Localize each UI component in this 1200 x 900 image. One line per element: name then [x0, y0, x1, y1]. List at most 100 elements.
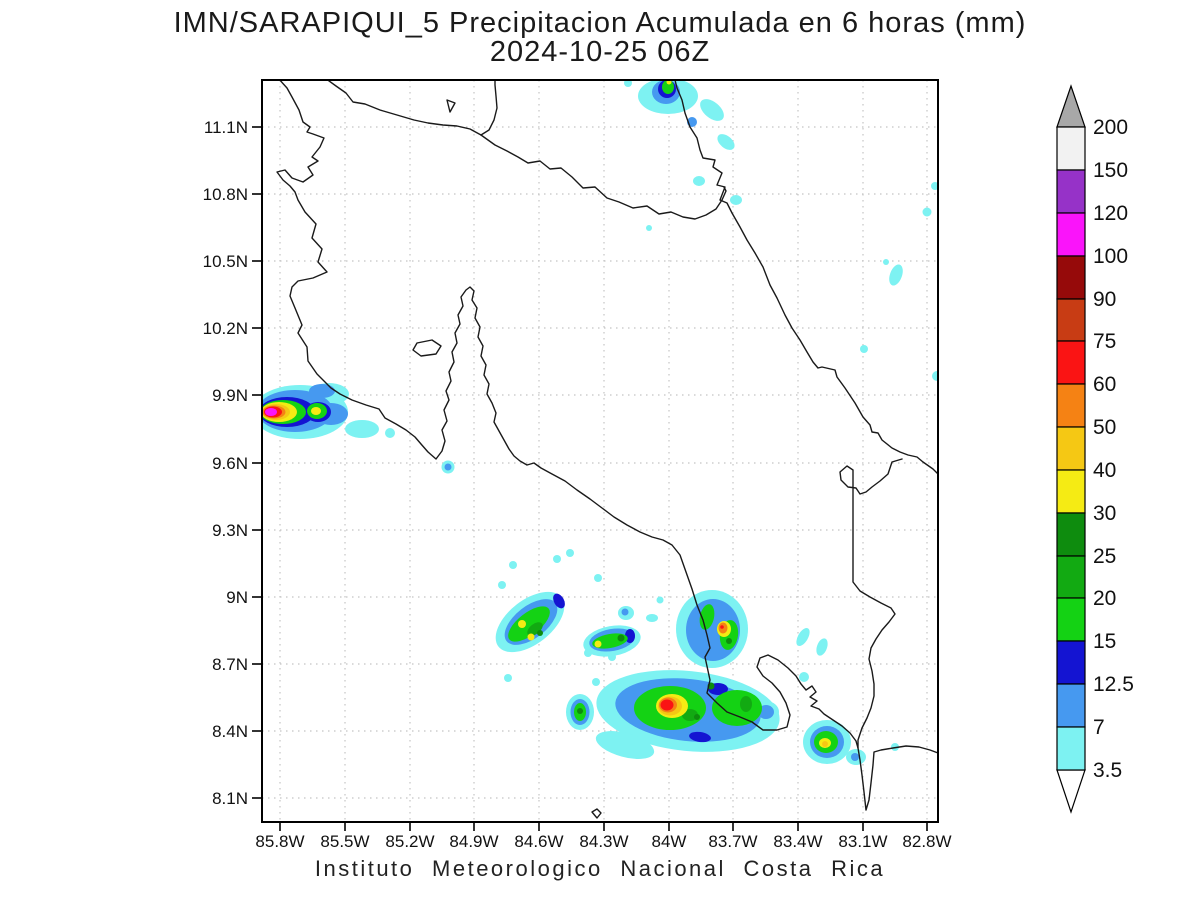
colorbar-label: 15 — [1093, 630, 1116, 653]
colorbar-segment — [1056, 683, 1086, 728]
precip-shape — [700, 99, 724, 121]
latitude-ticks — [252, 126, 262, 799]
precip-shape — [730, 195, 742, 205]
lon-tick-label: 82.8W — [902, 832, 951, 851]
colorbar-segment — [1056, 298, 1086, 342]
colorbar-segment — [1056, 640, 1086, 685]
panama-border-line — [839, 458, 903, 749]
precip-level-100mm-magenta — [265, 408, 277, 416]
lon-tick-label: 84.9W — [449, 832, 498, 851]
lon-tick-label: 83.4W — [773, 832, 822, 851]
precip-shape — [860, 345, 868, 353]
precip-level-3.5mm-cyan — [262, 80, 938, 765]
precip-level-50mm-orange — [262, 405, 728, 713]
small-islet-outline — [591, 808, 602, 819]
precip-shape — [265, 408, 277, 416]
colorbar-segment — [1056, 555, 1086, 599]
colorbar-segment — [1056, 512, 1086, 557]
precip-shape — [689, 731, 711, 743]
lat-tick-label: 9.3N — [212, 521, 248, 540]
precip-shape — [577, 708, 583, 714]
precip-shape — [646, 225, 652, 231]
precip-shape — [594, 640, 602, 648]
colorbar-segment — [1056, 597, 1086, 642]
precip-level-7mm-lightblue — [262, 80, 859, 761]
colorbar-label: 90 — [1093, 288, 1116, 311]
precip-shape — [345, 420, 379, 438]
precip-shape — [527, 622, 543, 636]
colorbar-label: 12.5 — [1093, 673, 1134, 696]
colorbar-label: 40 — [1093, 459, 1116, 482]
precip-shape — [931, 182, 938, 190]
lon-tick-label: 84.6W — [514, 832, 563, 851]
precip-shape — [504, 674, 512, 682]
pacific-coastline — [276, 80, 938, 811]
colorbar-top-arrow — [1056, 84, 1086, 128]
precip-shape — [311, 407, 321, 415]
lon-tick-label: 84W — [652, 832, 687, 851]
lat-tick-label: 8.1N — [212, 789, 248, 808]
precip-shape — [595, 731, 655, 759]
precip-shape — [592, 678, 600, 686]
precip-shape — [508, 606, 550, 642]
precip-shape — [566, 549, 574, 557]
lake-nicaragua-shoreline — [326, 80, 498, 136]
lat-tick-label: 8.7N — [212, 655, 248, 674]
precip-shape — [594, 574, 602, 582]
lon-tick-label: 85.2W — [385, 832, 434, 851]
precip-shape — [799, 672, 809, 682]
colorbar-label: 200 — [1093, 116, 1128, 139]
precip-shape — [883, 259, 889, 265]
precip-shape — [309, 384, 335, 398]
precip-shape — [617, 634, 625, 642]
ometepe-island-outline — [446, 99, 456, 113]
coastline-group — [276, 80, 938, 819]
lat-tick-label: 9N — [226, 588, 248, 607]
precip-shape — [553, 555, 561, 563]
lon-tick-label: 83.1W — [838, 832, 887, 851]
colorbar-label: 30 — [1093, 502, 1116, 525]
colorbar-label: 7 — [1093, 716, 1105, 739]
precip-shape — [694, 714, 700, 720]
precip-shape — [740, 696, 752, 712]
precip-shape — [509, 561, 517, 569]
colorbar-segment — [1056, 383, 1086, 428]
precip-shape — [720, 625, 724, 629]
longitude-ticks — [279, 822, 928, 831]
colorbar-segment — [1056, 212, 1086, 257]
page-title: IMN/SARAPIQUI_5 Precipitacion Acumulada … — [174, 7, 1027, 39]
colorbar-label: 20 — [1093, 587, 1116, 610]
precip-shape — [666, 80, 672, 85]
precip-shape — [656, 596, 664, 604]
precip-shape — [553, 593, 565, 609]
precip-shape — [527, 633, 535, 641]
colorbar-label: 60 — [1093, 373, 1116, 396]
lat-tick-label: 11.1N — [204, 118, 248, 137]
precip-shape — [693, 176, 705, 186]
lat-tick-label: 9.9N — [212, 386, 248, 405]
precip-shape — [682, 709, 698, 721]
precip-shape — [758, 705, 774, 719]
precip-shape — [646, 614, 658, 622]
precip-shape — [717, 134, 735, 150]
precip-shape — [922, 207, 932, 217]
precip-shape — [537, 630, 543, 636]
precipitation-layers — [262, 80, 938, 765]
colorbar-label: 25 — [1093, 545, 1116, 568]
chira-island-outline — [412, 339, 442, 357]
colorbar: 200 150 120 100 90 75 60 50 40 30 25 20 … — [1056, 84, 1134, 814]
precip-shape — [796, 627, 810, 647]
precip-shape — [584, 649, 592, 657]
colorbar-label: 120 — [1093, 202, 1128, 225]
precip-shape — [621, 608, 629, 616]
precip-shape — [444, 463, 452, 471]
precip-level-60mm-red — [264, 406, 724, 711]
lon-tick-label: 83.7W — [708, 832, 757, 851]
precip-shape — [385, 428, 395, 438]
precip-shape — [816, 638, 828, 656]
san-juan-border-line — [480, 134, 727, 220]
precip-shape — [932, 371, 938, 381]
lon-tick-label: 85.8W — [255, 832, 304, 851]
